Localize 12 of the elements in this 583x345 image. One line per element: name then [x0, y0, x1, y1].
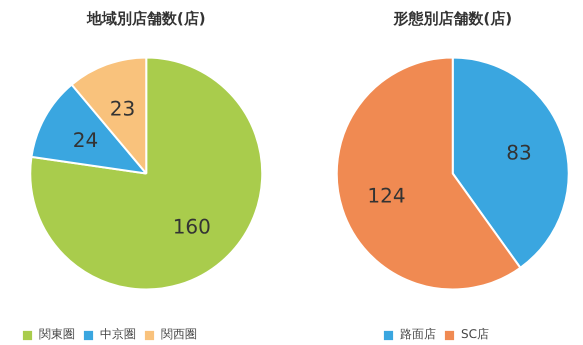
legend-label: 関東圏 [39, 326, 75, 343]
data-label: 83 [506, 140, 532, 165]
data-label: 124 [367, 183, 406, 208]
chart-title: 形態別店舗数(店) [392, 10, 512, 28]
legend-label: 関西圏 [161, 326, 197, 343]
data-label: 23 [110, 96, 136, 121]
legend-label: 路面店 [400, 326, 436, 343]
chart-title: 地域別店舗数(店) [86, 10, 206, 28]
legend-label: SC店 [461, 326, 489, 343]
legend-label: 中京圏 [100, 326, 136, 343]
data-label: 24 [72, 128, 98, 152]
data-label: 160 [172, 214, 211, 239]
